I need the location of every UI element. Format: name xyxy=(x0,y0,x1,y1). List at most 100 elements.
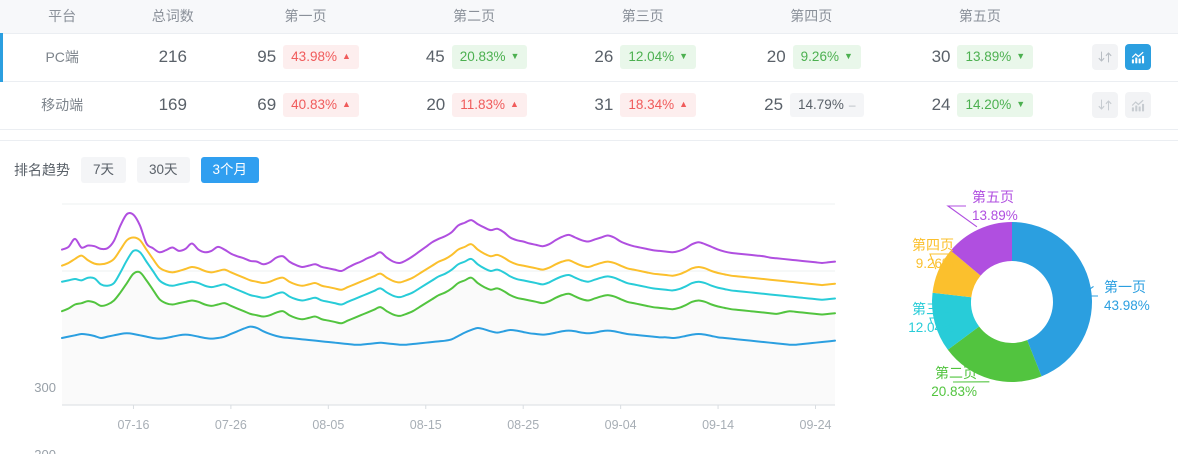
trend-chart-icon[interactable] xyxy=(1124,44,1151,70)
page2-change-badge: 20.83% ▼ xyxy=(451,45,528,69)
range-button-30d[interactable]: 30天 xyxy=(137,156,190,184)
page1-count: 69 xyxy=(257,94,277,114)
column-header-page5: 第五页 xyxy=(895,0,1065,34)
rank-trend-panel: 排名趋势 7天 30天 3个月 300 200 100 0 爱站网 07-160… xyxy=(0,140,1178,454)
range-button-3m[interactable]: 3个月 xyxy=(200,156,260,184)
arrow-down-icon: ▼ xyxy=(510,51,520,62)
y-tick-300: 300 xyxy=(34,380,56,395)
platform-label: 移动端 xyxy=(41,97,84,113)
page3-change-badge: 18.34% ▲ xyxy=(620,93,697,117)
cell-total-pc: 216 xyxy=(124,33,222,82)
page-distribution-donut-chart: 第一页 43.98% 第二页 20.83% 第三页 12.04% 第四页 9.26% 第五页 13… xyxy=(836,186,1178,454)
cell-platform-pc: PC端 xyxy=(0,32,125,82)
cell-platform-mobile: 移动端 xyxy=(0,81,125,130)
arrow-up-icon: ▲ xyxy=(341,51,351,62)
rank-trend-line-chart: 300 200 100 0 爱站网 07-1607-2608-0508-1508… xyxy=(0,186,840,454)
donut-slice-第二页 xyxy=(947,326,1042,382)
table-header-row: 平台 总词数 第一页 第二页 第三页 第四页 第五页 xyxy=(0,0,1178,34)
line-chart-svg xyxy=(61,203,836,409)
arrow-down-icon: ▼ xyxy=(1016,51,1026,62)
arrow-down-icon: ▼ xyxy=(1016,99,1026,110)
page4-change-pct: 14.79% xyxy=(798,97,844,113)
x-tick-08-05: 08-05 xyxy=(312,418,345,432)
page5-change-pct: 14.20% xyxy=(965,97,1012,113)
dash-flat-icon: – xyxy=(848,97,856,112)
donut-label-name-第一页: 第一页 xyxy=(1104,279,1146,295)
sort-arrows-icon[interactable] xyxy=(1091,44,1118,70)
x-tick-09-24: 09-24 xyxy=(799,418,832,432)
page2-change-pct: 11.83% xyxy=(460,97,506,113)
donut-label-value-第一页: 43.98% xyxy=(1104,298,1150,313)
x-tick-09-14: 09-14 xyxy=(702,418,735,432)
page5-change-badge: 13.89% ▼ xyxy=(957,45,1034,69)
column-header-actions xyxy=(1064,0,1178,34)
cell-page2-mobile: 20 11.83% ▲ xyxy=(389,81,559,130)
column-header-total: 总词数 xyxy=(124,0,222,34)
donut-leader-line-第五页 xyxy=(946,205,978,228)
donut-label-value-第五页: 13.89% xyxy=(972,208,1018,223)
page4-count: 20 xyxy=(766,46,786,66)
cell-page4-pc: 20 9.26% ▼ xyxy=(726,33,896,82)
donut-label-name-第二页: 第二页 xyxy=(935,365,977,381)
arrow-down-icon: ▼ xyxy=(843,51,853,62)
page4-change-badge: 14.79% – xyxy=(790,93,864,117)
donut-label-value-第四页: 9.26% xyxy=(916,256,954,271)
column-header-page2: 第二页 xyxy=(389,0,559,34)
cell-page2-pc: 45 20.83% ▼ xyxy=(389,33,559,82)
donut-slice-第五页 xyxy=(950,222,1012,276)
table-row-pc[interactable]: PC端 216 95 43.98% ▲ 45 xyxy=(0,32,1178,82)
page3-change-pct: 18.34% xyxy=(628,97,675,113)
page5-count: 24 xyxy=(931,94,951,114)
arrow-up-icon: ▲ xyxy=(510,99,519,110)
cell-total-mobile: 169 xyxy=(124,81,222,130)
trend-panel-header: 排名趋势 7天 30天 3个月 xyxy=(0,141,1178,186)
cell-page4-mobile: 25 14.79% – xyxy=(726,81,896,130)
donut-slice-第一页 xyxy=(1012,222,1092,377)
arrow-up-icon: ▲ xyxy=(679,99,689,110)
page2-count: 20 xyxy=(426,94,446,114)
x-tick-08-15: 08-15 xyxy=(409,418,442,432)
arrow-up-icon: ▲ xyxy=(341,99,351,110)
donut-label-value-第三页: 12.04% xyxy=(908,320,954,335)
cell-page1-mobile: 69 40.83% ▲ xyxy=(221,81,390,130)
table-body: PC端 216 95 43.98% ▲ 45 xyxy=(0,32,1178,130)
column-header-platform: 平台 xyxy=(0,0,125,34)
cell-page5-mobile: 24 14.20% ▼ xyxy=(895,81,1065,130)
cell-page5-pc: 30 13.89% ▼ xyxy=(895,33,1065,82)
page4-count: 25 xyxy=(764,94,784,114)
cell-actions-mobile xyxy=(1064,81,1178,130)
donut-slice-第四页 xyxy=(932,250,981,298)
donut-leader-line-第一页 xyxy=(1078,285,1098,297)
column-header-page3: 第三页 xyxy=(558,0,727,34)
donut-label-name-第三页: 第三页 xyxy=(912,301,954,317)
table-row-mobile[interactable]: 移动端 169 69 40.83% ▲ 20 xyxy=(0,81,1178,130)
page1-change-badge: 40.83% ▲ xyxy=(283,93,359,117)
column-header-page4: 第四页 xyxy=(726,0,896,34)
page1-count: 95 xyxy=(257,46,277,66)
donut-chart-svg: 第一页 43.98% 第二页 20.83% 第三页 12.04% 第四页 9.26% 第五页 13… xyxy=(908,189,1150,399)
y-tick-200: 200 xyxy=(16,447,56,454)
page3-change-pct: 12.04% xyxy=(628,49,675,65)
platform-label: PC端 xyxy=(45,49,79,65)
page3-change-badge: 12.04% ▼ xyxy=(620,45,697,69)
arrow-down-icon: ▼ xyxy=(679,51,689,62)
donut-leader-line-第三页 xyxy=(929,317,954,324)
page2-count: 45 xyxy=(425,46,445,66)
trend-chart-icon[interactable] xyxy=(1124,92,1151,118)
x-tick-07-26: 07-26 xyxy=(214,418,247,432)
page1-change-pct: 40.83% xyxy=(291,97,337,113)
table-header: 平台 总词数 第一页 第二页 第三页 第四页 第五页 xyxy=(0,0,1178,34)
donut-label-value-第二页: 20.83% xyxy=(931,384,977,399)
page5-change-pct: 13.89% xyxy=(965,49,1012,65)
page1-change-badge: 43.98% ▲ xyxy=(283,45,359,69)
column-header-page1: 第一页 xyxy=(221,0,390,34)
page3-count: 26 xyxy=(594,46,614,66)
cell-page1-pc: 95 43.98% ▲ xyxy=(221,33,390,82)
page3-count: 31 xyxy=(594,94,614,114)
page2-change-badge: 11.83% ▲ xyxy=(452,93,527,117)
sort-arrows-icon[interactable] xyxy=(1091,92,1118,118)
page1-change-pct: 43.98% xyxy=(291,49,337,65)
donut-leader-line-第四页 xyxy=(929,253,954,270)
range-button-7d[interactable]: 7天 xyxy=(81,156,127,184)
